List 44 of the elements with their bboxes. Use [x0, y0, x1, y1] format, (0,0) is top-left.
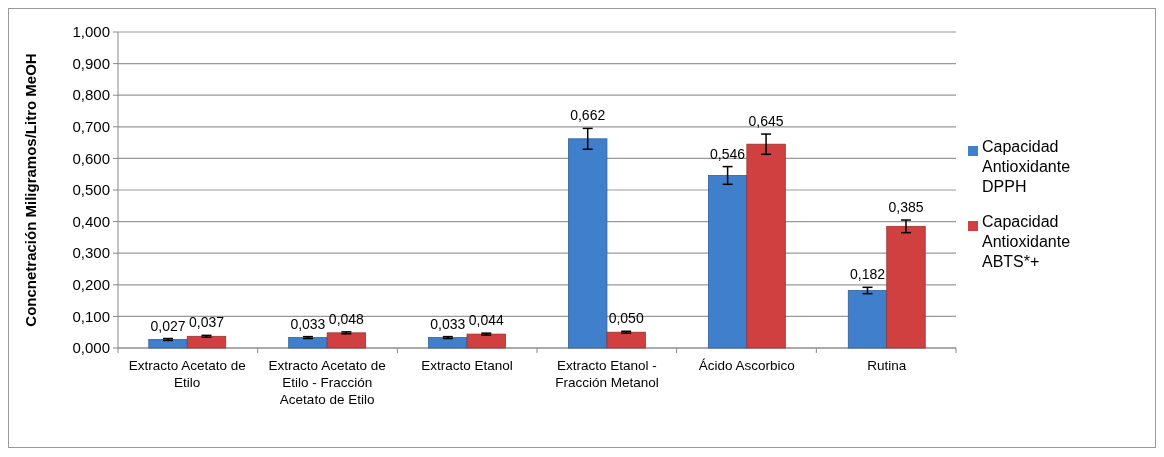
legend-label: Capacidad Antioxidante ABTS*+ [982, 213, 1071, 270]
x-tick-label: Extracto Etanol - Fracción Metanol [555, 358, 659, 390]
y-tick-label: 0,300 [72, 244, 110, 262]
y-tick-label: 0,000 [72, 339, 110, 357]
data-label: 0,050 [608, 310, 644, 327]
data-label: 0,182 [849, 266, 886, 283]
data-label: 0,033 [430, 315, 466, 332]
bar [148, 339, 188, 349]
data-label: 0,044 [468, 312, 505, 329]
y-tick-label: 0,400 [72, 212, 110, 230]
x-tick-label: Extracto Acetato de Etilo - Fracción Acetato de Etilo [268, 358, 386, 407]
y-tick-label: 0,100 [72, 307, 110, 325]
data-label: 0,048 [328, 310, 365, 327]
data-label: 0,033 [290, 315, 326, 332]
bar [428, 337, 468, 349]
y-tick-label: 0,800 [72, 86, 110, 104]
bar [466, 333, 506, 349]
y-tick-label: 0,900 [72, 54, 110, 72]
bar [186, 335, 227, 349]
x-tick-label: Extracto Acetato de Etilo [128, 358, 246, 390]
data-label: 0,385 [888, 199, 924, 216]
data-label: 0,546 [710, 145, 746, 162]
bar [886, 225, 926, 349]
y-axis-title: Concnetración Miligramos/Litro MeOH [22, 53, 39, 327]
y-tick-label: 1,000 [72, 23, 110, 41]
bar [288, 337, 328, 349]
y-tick-label: 0,700 [72, 118, 110, 136]
bar [326, 332, 367, 349]
bar [847, 290, 888, 349]
bar [568, 138, 608, 349]
data-label: 0,027 [150, 317, 186, 334]
x-tick-label: Rutina [867, 358, 907, 373]
x-tick-label: Ácido Ascorbico [698, 358, 795, 373]
y-tick-label: 0,200 [72, 276, 110, 294]
legend-label: Capacidad Antioxidante DPPH [982, 138, 1071, 195]
bar [606, 331, 646, 349]
bar [746, 143, 786, 349]
data-label: 0,662 [570, 107, 606, 124]
bar [707, 175, 748, 349]
data-label: 0,037 [188, 314, 225, 331]
data-label: 0,645 [748, 113, 784, 130]
x-tick-label: Extracto Etanol [421, 358, 513, 373]
y-tick-label: 0,500 [72, 181, 110, 199]
y-tick-label: 0,600 [72, 149, 110, 167]
